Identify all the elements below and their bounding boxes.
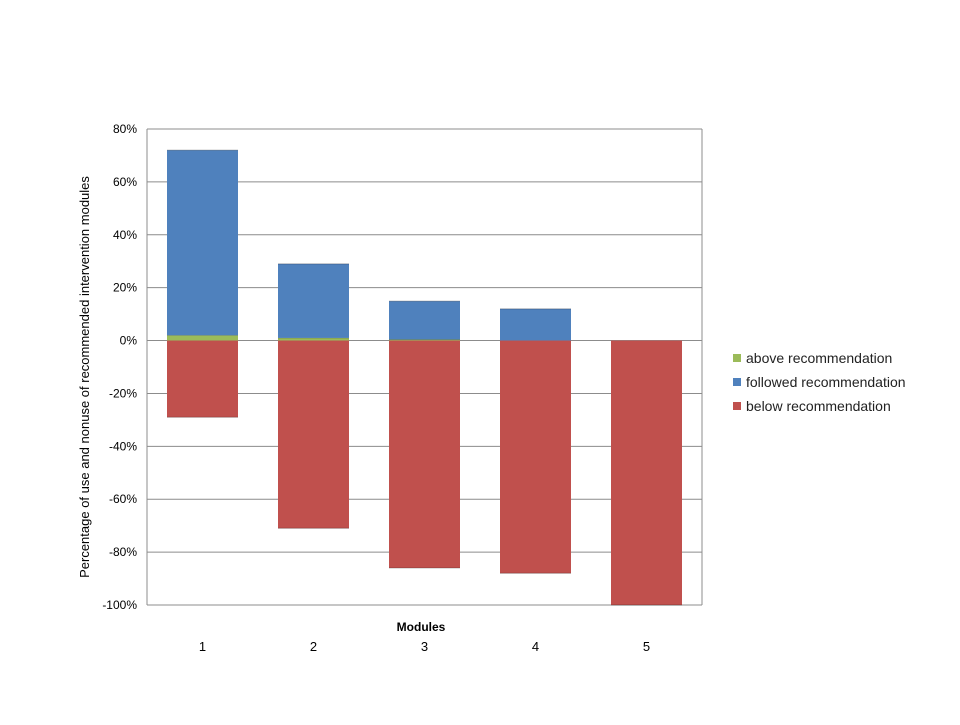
bar-followed-recommendation-module-4 [500,308,571,341]
bar-layer [167,149,682,606]
bar-below-recommendation-module-2 [278,340,349,529]
bar-followed-recommendation-module-3 [389,301,460,340]
y-tick-label: -40% [109,439,137,453]
legend: above recommendation followed recommenda… [733,346,906,418]
y-tick-label: -60% [109,492,137,506]
legend-label-below: below recommendation [746,398,891,414]
y-tick-label: 80% [113,122,137,136]
x-tick-label: 2 [310,639,317,654]
x-tick-label: 5 [643,639,650,654]
bar-above-recommendation-module-2 [278,337,349,341]
y-tick-label: -100% [102,598,137,612]
bar-below-recommendation-module-4 [500,340,571,574]
bar-above-recommendation-module-3 [389,339,460,341]
y-tick-label: 20% [113,281,137,295]
y-tick-label: -20% [109,386,137,400]
x-tick-labels: 1 2 3 4 5 [199,639,650,654]
bar-below-recommendation-module-3 [389,340,460,568]
bar-above-recommendation-module-1 [167,335,238,341]
x-tick-label: 1 [199,639,206,654]
legend-item-followed: followed recommendation [733,370,906,394]
legend-swatch-followed [733,378,741,386]
x-axis-label: Modules [397,620,446,634]
bar-below-recommendation-module-5 [611,340,682,605]
legend-label-above: above recommendation [746,350,893,366]
y-tick-label: 60% [113,175,137,189]
legend-label-followed: followed recommendation [746,374,906,390]
y-tick-labels: 80% 60% 40% 20% 0% -20% -40% -60% -80% -100% [102,122,137,612]
x-tick-label: 4 [532,639,539,654]
legend-item-below: below recommendation [733,394,906,418]
bar-below-recommendation-module-1 [167,340,238,418]
y-axis-label: Percentage of use and nonuse of recommen… [77,176,92,578]
x-tick-label: 3 [421,639,428,654]
legend-item-above: above recommendation [733,346,906,370]
y-tick-label: 40% [113,228,137,242]
y-tick-label: -80% [109,545,137,559]
bar-followed-recommendation-module-2 [278,263,349,338]
legend-swatch-above [733,354,741,362]
legend-swatch-below [733,402,741,410]
bar-followed-recommendation-module-1 [167,150,238,336]
y-tick-label: 0% [120,334,138,348]
